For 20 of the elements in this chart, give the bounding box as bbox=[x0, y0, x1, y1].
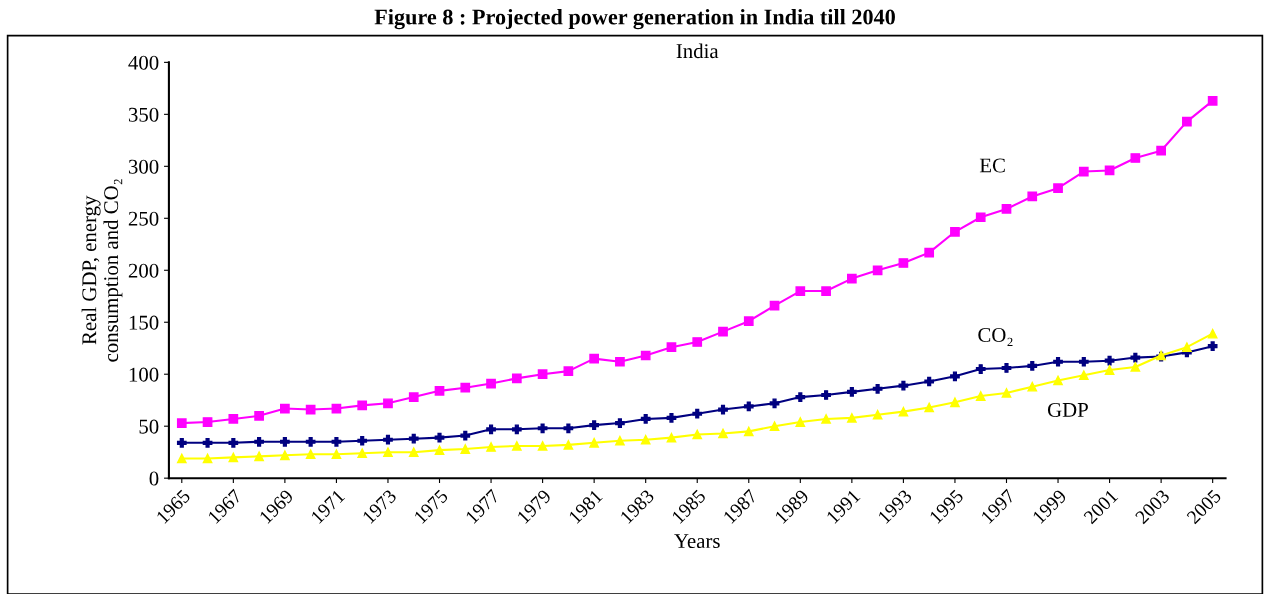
y-tick-label: 350 bbox=[128, 107, 159, 122]
y-tick-label: 50 bbox=[139, 419, 159, 434]
y-tick-label: 300 bbox=[128, 159, 159, 174]
x-tick-label: 1981 bbox=[568, 489, 603, 524]
y-tick-label: 0 bbox=[149, 471, 159, 486]
x-axis-title: Years bbox=[674, 534, 720, 549]
x-tick-label: 1971 bbox=[310, 489, 346, 524]
series-label: CO₂ bbox=[978, 327, 1013, 346]
y-tick-label: 200 bbox=[128, 263, 159, 278]
x-tick-label: 1991 bbox=[826, 489, 861, 524]
x-tick-label: 2001 bbox=[1083, 489, 1119, 525]
y-tick-label: 250 bbox=[128, 211, 159, 226]
y-tick-label: 400 bbox=[128, 55, 159, 70]
y-tick-label: 150 bbox=[129, 315, 159, 330]
series-label: GDP bbox=[1047, 402, 1088, 417]
y-tick-label: 100 bbox=[129, 367, 159, 382]
caption: Figure 8 : Projected power generation in India till 2040 bbox=[374, 8, 895, 30]
chart-title: India bbox=[676, 43, 719, 59]
series-label: EC bbox=[979, 158, 1005, 173]
y-axis-title: Real GDP, energy consumption and CO₂ bbox=[81, 179, 123, 362]
